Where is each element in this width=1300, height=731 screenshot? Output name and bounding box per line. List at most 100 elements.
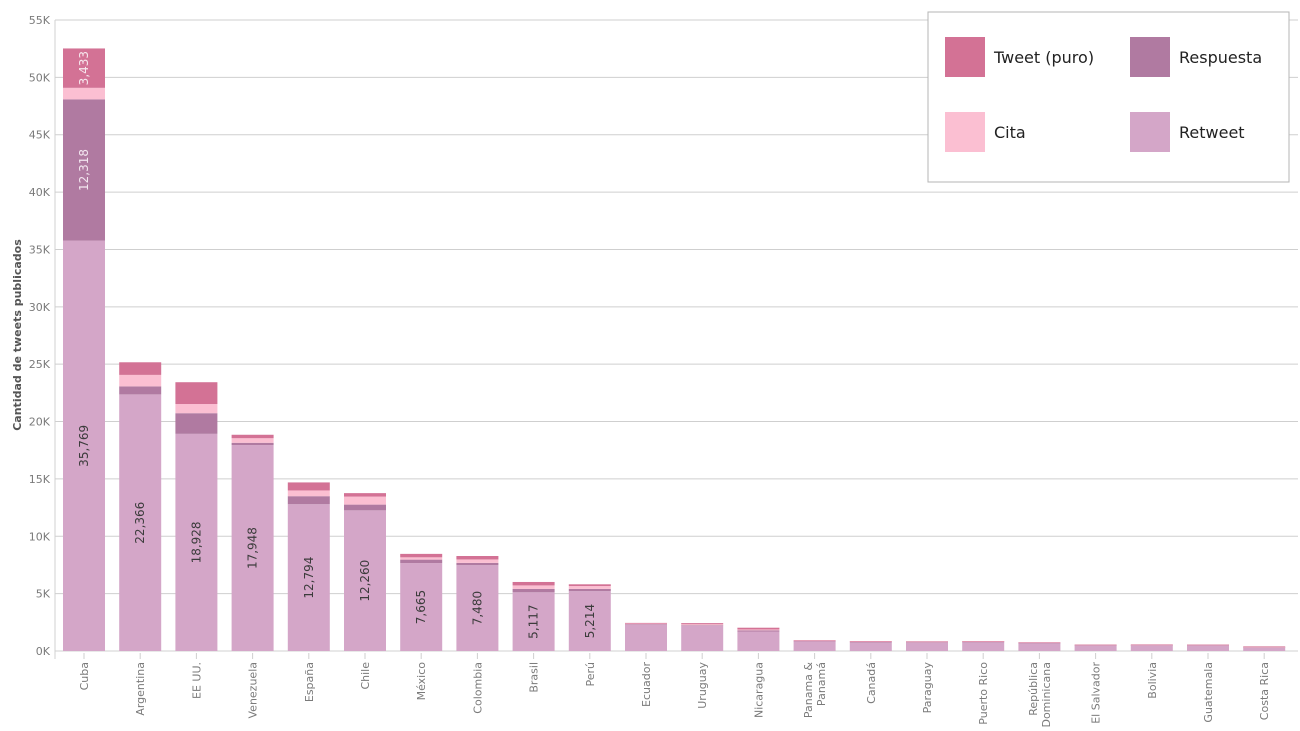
- x-category-label-line: Guatemala: [1202, 662, 1215, 723]
- bar-segment: [1130, 645, 1173, 651]
- x-category-label-line: Bolivia: [1146, 662, 1159, 699]
- x-category-label: Argentina: [134, 662, 147, 716]
- legend-label: Tweet (puro): [993, 48, 1094, 67]
- bar-segment: [231, 434, 274, 439]
- x-category-label-line: Nicaragua: [752, 662, 765, 718]
- x-category-label-line: México: [415, 662, 428, 701]
- bar-segment: [962, 641, 1005, 651]
- bar-segment: [512, 592, 555, 651]
- bar-segment: [1074, 645, 1117, 651]
- bar-segment: [1187, 645, 1229, 651]
- x-category-label-line: Perú: [584, 662, 597, 687]
- bar-segment: [1243, 647, 1286, 651]
- axes: 0K 5K 10K 15K 20K 25K 30K 35K 40K 45K 50K 55K Cuba Ar…: [29, 14, 1271, 728]
- bar-segment: [906, 642, 948, 643]
- bar-segment: [63, 240, 105, 651]
- bar-segment: [512, 585, 555, 589]
- bar-segment: [456, 562, 499, 566]
- bar-segment: [793, 640, 836, 642]
- bar-segment: [737, 629, 780, 631]
- bar-segment: [793, 641, 836, 651]
- bar-segment: [231, 442, 274, 446]
- y-tick-label: 15K: [29, 473, 51, 486]
- bars: [63, 48, 1286, 651]
- y-tick-label: 30K: [29, 301, 51, 314]
- bar-segment: [400, 557, 443, 560]
- y-axis-title: Cantidad de tweets publicados: [11, 239, 24, 431]
- bar-segment: [400, 553, 443, 558]
- x-category-label-line: Puerto Rico: [977, 662, 990, 725]
- y-tick-label: 5K: [36, 588, 51, 601]
- bar-segment: [849, 641, 892, 642]
- bar-segment: [625, 624, 667, 625]
- bar-segment: [1187, 644, 1229, 646]
- bar-segment: [231, 445, 274, 651]
- bar-segment: [456, 556, 499, 560]
- x-category-label-line: Panama &: [802, 662, 815, 719]
- x-category-label: Puerto Rico: [977, 662, 990, 725]
- bar-value-label: 12,794: [302, 557, 316, 599]
- x-category-label: Colombia: [471, 662, 484, 714]
- legend-swatch: [945, 112, 985, 152]
- y-tick-label: 0K: [36, 645, 51, 658]
- bar-value-label: 7,665: [414, 590, 428, 624]
- x-category-label: España: [303, 662, 316, 702]
- legend-box: [927, 11, 1290, 183]
- x-category-label-line: España: [303, 662, 316, 702]
- x-category-label: Paraguay: [921, 662, 934, 714]
- bar-segment: [400, 559, 443, 564]
- bar-segment: [287, 496, 330, 505]
- x-category-label-line: Brasil: [528, 662, 541, 693]
- x-category-label-line: Uruguay: [696, 662, 709, 709]
- x-category-label-line: República: [1027, 662, 1040, 716]
- x-category-label: Guatemala: [1202, 662, 1215, 723]
- bar-segment: [119, 374, 162, 387]
- bar-segment: [568, 591, 611, 651]
- y-tick-label: 20K: [29, 416, 51, 429]
- bar-segment: [344, 496, 386, 505]
- x-category-label: México: [415, 662, 428, 701]
- x-category-label-line: Argentina: [134, 662, 147, 716]
- bar-segment: [344, 493, 386, 497]
- bar-segment: [849, 641, 892, 642]
- x-category-label: Chile: [359, 662, 372, 690]
- x-category-label: Cuba: [78, 662, 91, 690]
- bar-segment: [119, 394, 162, 651]
- y-tick-label: 10K: [29, 530, 51, 543]
- data-labels: 35,769 12,318 3,433 22,366 18,928 17,948 12,79…: [77, 51, 597, 639]
- bar-segment: [1243, 646, 1286, 648]
- bar-segment: [681, 625, 724, 651]
- bar-segment: [793, 640, 836, 641]
- bar-segment: [793, 640, 836, 642]
- bar-segment: [568, 586, 611, 589]
- bar-segment: [1018, 642, 1061, 651]
- x-category-label-line: El Salvador: [1090, 662, 1103, 724]
- bar-segment: [962, 641, 1005, 642]
- bar-segment: [1243, 647, 1286, 648]
- bar-segment: [231, 438, 274, 443]
- bar-segment: [625, 622, 667, 624]
- y-tick-label: 40K: [29, 186, 51, 199]
- x-category-label: El Salvador: [1090, 662, 1103, 724]
- bar-segment: [906, 641, 948, 643]
- y-tick-label: 50K: [29, 71, 51, 84]
- bar-value-label: 7,480: [470, 591, 484, 625]
- bar-value-label: 5,214: [583, 604, 597, 638]
- y-tick-label: 55K: [29, 14, 51, 27]
- bar-segment: [512, 588, 555, 593]
- x-category-label: Brasil: [528, 662, 541, 693]
- bar-segment: [344, 504, 386, 511]
- x-category-label: Perú: [584, 662, 597, 687]
- bar-segment: [849, 641, 892, 643]
- legend-swatch: [1130, 37, 1170, 77]
- x-category-label: Canadá: [865, 662, 878, 704]
- bar-segment: [287, 504, 330, 651]
- bar-segment: [63, 87, 105, 100]
- x-category-label: Bolivia: [1146, 662, 1159, 699]
- bar-segment: [1018, 642, 1061, 643]
- bar-value-label: 22,366: [133, 502, 147, 544]
- bar-value-label: 12,260: [358, 560, 372, 602]
- y-tick-label: 25K: [29, 358, 51, 371]
- bar-segment: [119, 362, 162, 375]
- x-category-label-line: Paraguay: [921, 662, 934, 714]
